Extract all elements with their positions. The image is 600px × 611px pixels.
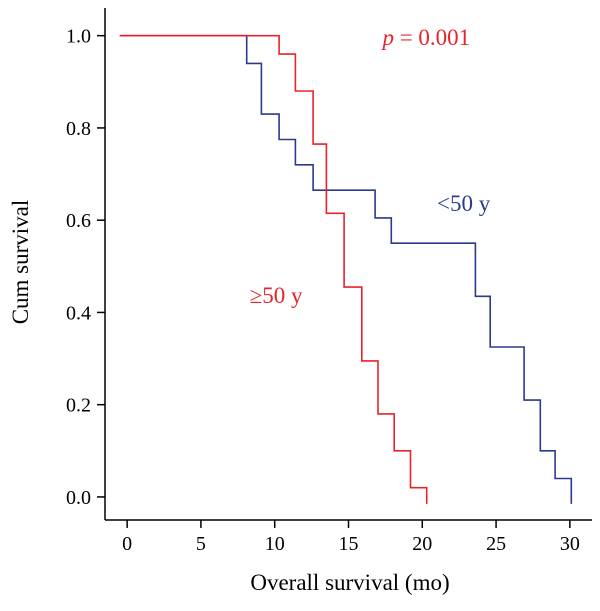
p-symbol: p xyxy=(380,25,394,50)
x-tick-label-4: 20 xyxy=(412,533,432,555)
y-tick-label-2: 0.4 xyxy=(66,302,91,324)
x-axis-label: Overall survival (mo) xyxy=(250,570,449,595)
x-tick-label-0: 0 xyxy=(122,533,132,555)
label-under-50: <50 y xyxy=(437,191,491,216)
y-axis-label: Cum survival xyxy=(8,200,33,325)
axes xyxy=(104,8,592,521)
x-tick-label-3: 15 xyxy=(339,533,359,555)
label-50-and-over: ≥50 y xyxy=(250,283,303,308)
y-ticks: 0.0 0.2 0.4 0.6 0.8 1.0 xyxy=(66,26,105,509)
y-tick-label-5: 1.0 xyxy=(66,26,91,48)
series-layer xyxy=(119,34,573,504)
y-tick-label-3: 0.6 xyxy=(66,210,91,232)
y-tick-label-0: 0.0 xyxy=(66,487,91,509)
annotations: p = 0.001 <50 y ≥50 y xyxy=(250,25,491,308)
p-value-annotation: p = 0.001 xyxy=(380,25,470,50)
y-tick-label-4: 0.8 xyxy=(66,118,91,140)
y-tick-label-1: 0.2 xyxy=(66,395,91,417)
x-ticks: 0 5 10 15 20 25 30 xyxy=(122,520,580,555)
x-tick-label-5: 25 xyxy=(486,533,506,555)
x-tick-label-1: 5 xyxy=(196,533,206,555)
series-line-0 xyxy=(119,34,573,504)
x-tick-label-6: 30 xyxy=(560,533,580,555)
x-tick-label-2: 10 xyxy=(265,533,285,555)
series-line-1 xyxy=(119,34,428,504)
p-value-text: = 0.001 xyxy=(394,25,470,50)
